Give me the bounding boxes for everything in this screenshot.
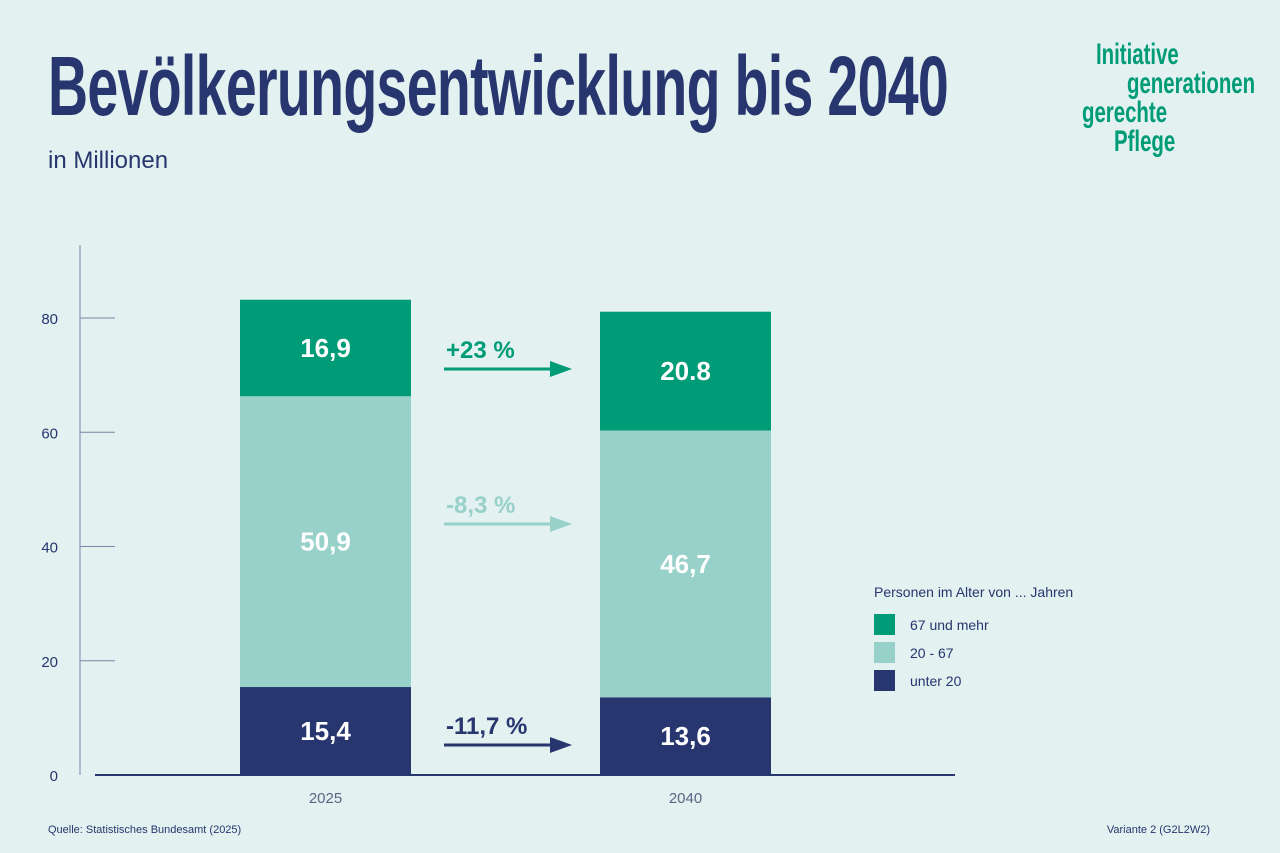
legend-swatch (874, 614, 895, 635)
legend-label: 20 - 67 (910, 645, 954, 661)
data-label: 50,9 (300, 527, 351, 557)
y-tick-label: 60 (41, 425, 58, 442)
x-tick-label: 2040 (669, 790, 702, 807)
logo-line: gerechte (1082, 96, 1168, 129)
x-tick-label: 2025 (309, 790, 342, 807)
legend-label: 67 und mehr (910, 617, 989, 633)
bar-segment (600, 430, 771, 698)
y-tick-label: 80 (41, 311, 58, 328)
data-label: 13,6 (660, 721, 711, 751)
y-tick-label: 0 (50, 768, 58, 785)
logo-line: generationen (1127, 67, 1256, 100)
bar-segment (240, 396, 411, 688)
bar-segment (240, 687, 411, 775)
data-label: 20.8 (660, 356, 711, 386)
variant-note: Variante 2 (G2L2W2) (1106, 824, 1210, 836)
bar-segment (600, 311, 771, 431)
logo-line: Pflege (1114, 125, 1176, 158)
legend-swatch (874, 670, 895, 691)
legend-label: unter 20 (910, 673, 962, 689)
arrow-head-icon (550, 516, 572, 532)
arrow-head-icon (550, 361, 572, 377)
change-label: +23 % (446, 337, 515, 364)
bar-segment (240, 299, 411, 397)
y-tick-label: 20 (41, 654, 58, 671)
change-label: -8,3 % (446, 492, 515, 519)
logo: Initiative generationen gerechte Pflege (1082, 38, 1280, 158)
change-label: -11,7 % (446, 713, 527, 740)
data-label: 15,4 (300, 716, 351, 746)
arrow-head-icon (550, 737, 572, 753)
page-title: Bevölkerungsentwicklung bis 2040 (48, 39, 949, 133)
y-tick-label: 40 (41, 540, 58, 557)
source-note: Quelle: Statistisches Bundesamt (2025) (48, 824, 242, 836)
data-label: 16,9 (300, 333, 351, 363)
legend-swatch (874, 642, 895, 663)
logo-line: Initiative (1096, 38, 1179, 71)
bar-segment (600, 697, 771, 775)
data-label: 46,7 (660, 549, 711, 579)
legend-title: Personen im Alter von ... Jahren (874, 584, 1073, 600)
subtitle: in Millionen (48, 147, 169, 174)
